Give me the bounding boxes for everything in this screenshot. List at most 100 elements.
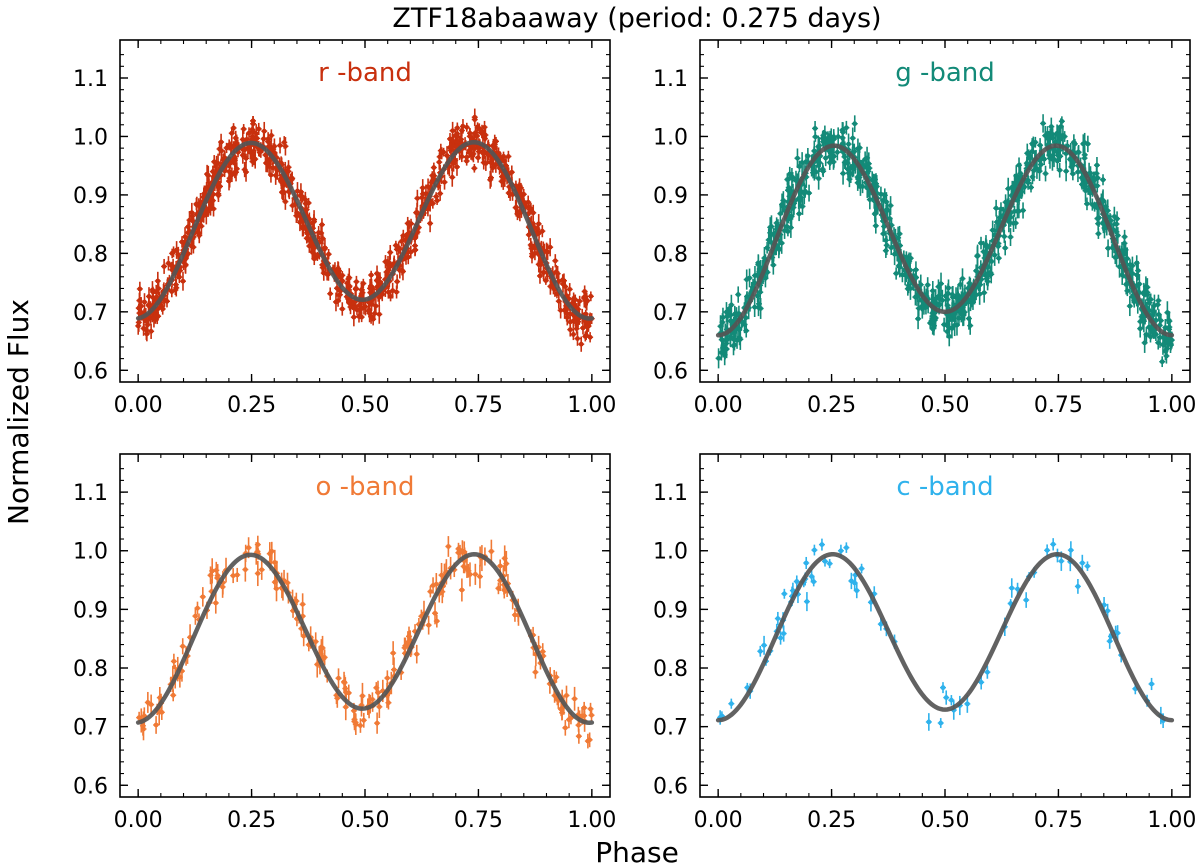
x-tick-label: 0.50 <box>921 393 970 418</box>
data-point <box>1044 544 1051 557</box>
data-point <box>339 302 346 316</box>
data-point <box>948 695 955 706</box>
y-tick-label: 1.1 <box>653 481 688 506</box>
data-point <box>730 328 737 351</box>
data-point <box>249 116 256 126</box>
data-point <box>335 668 342 689</box>
data-point <box>719 307 726 328</box>
data-point <box>715 348 722 369</box>
data-point <box>743 269 750 290</box>
data-point <box>1095 228 1102 239</box>
data-point <box>883 192 890 212</box>
data-point <box>1152 327 1159 339</box>
data-point <box>449 167 456 187</box>
data-point <box>429 198 436 209</box>
data-point <box>540 266 547 280</box>
panels: 0.00 0.25 0.50 0.75 1.00 0.6 0.7 0.8 0.9 1.0 1.1 r … <box>73 39 1196 833</box>
data-point <box>1099 216 1106 231</box>
data-point <box>318 218 325 232</box>
data-point <box>731 305 738 323</box>
data-point <box>907 252 914 264</box>
data-point <box>270 143 277 156</box>
data-point <box>811 544 818 556</box>
data-point <box>1056 162 1063 178</box>
data-point <box>432 602 439 625</box>
data-point <box>978 236 985 250</box>
data-point <box>1127 259 1134 271</box>
data-point <box>463 558 470 578</box>
data-point <box>192 607 199 625</box>
data-point <box>376 304 383 324</box>
data-point <box>1008 578 1015 598</box>
data-points <box>715 114 1175 369</box>
data-point <box>438 147 445 160</box>
data-point <box>513 197 520 217</box>
data-point <box>877 186 884 202</box>
x-tick-label: 0.50 <box>921 808 970 833</box>
data-point <box>297 183 304 201</box>
data-point <box>939 682 946 694</box>
data-points <box>135 108 595 352</box>
data-point <box>574 331 581 346</box>
x-tick-label: 0.50 <box>341 808 390 833</box>
y-tick-label: 0.8 <box>653 657 688 682</box>
data-point <box>204 164 211 184</box>
data-point <box>189 211 196 222</box>
data-point <box>735 286 742 303</box>
data-point <box>305 197 312 208</box>
panel-2: 0.00 0.25 0.50 0.75 1.00 0.6 0.7 0.8 0.9 1.0 1.1 g … <box>653 39 1196 418</box>
data-point <box>1012 217 1019 229</box>
x-tick-label: 0.00 <box>694 393 743 418</box>
data-point <box>265 133 272 144</box>
y-tick-label: 0.9 <box>653 598 688 623</box>
y-tick-label: 1.1 <box>73 481 108 506</box>
data-point <box>254 560 261 587</box>
y-tick-label: 0.8 <box>73 242 108 267</box>
data-point <box>796 206 803 222</box>
data-point <box>193 197 200 210</box>
x-tick-label: 0.00 <box>114 393 163 418</box>
data-point <box>1159 356 1166 368</box>
data-point <box>413 644 420 664</box>
x-tick-label: 1.00 <box>567 393 616 418</box>
data-point <box>433 192 440 201</box>
data-point <box>777 631 784 645</box>
band-label: r -band <box>318 58 412 88</box>
data-point <box>143 326 150 342</box>
data-point <box>1137 314 1144 329</box>
plot-frame <box>119 453 611 798</box>
data-point <box>261 121 268 141</box>
data-point <box>843 120 850 135</box>
data-point <box>915 300 922 317</box>
data-point <box>368 270 375 280</box>
data-point <box>949 286 956 303</box>
x-tick-label: 0.00 <box>694 808 743 833</box>
data-point <box>258 559 265 580</box>
data-point <box>576 295 583 307</box>
y-tick-label: 0.7 <box>653 301 688 326</box>
data-point <box>526 204 533 215</box>
data-point <box>755 297 762 310</box>
data-point <box>536 268 543 284</box>
data-point <box>539 225 546 238</box>
data-point <box>583 330 590 340</box>
y-tick-label: 1.0 <box>653 125 688 150</box>
data-point <box>965 307 972 330</box>
data-point <box>481 131 488 146</box>
data-point <box>563 304 570 322</box>
data-point <box>226 139 233 151</box>
data-point <box>161 258 168 274</box>
data-point <box>973 264 980 278</box>
data-point <box>389 282 396 299</box>
data-point <box>1058 116 1065 127</box>
data-point <box>1142 276 1149 297</box>
data-point <box>588 709 595 721</box>
data-point <box>228 127 235 140</box>
data-point <box>165 256 172 271</box>
data-point <box>511 607 518 622</box>
data-point <box>272 166 279 185</box>
data-point <box>943 690 950 705</box>
data-point <box>1027 151 1034 165</box>
data-point <box>843 542 850 553</box>
data-point <box>148 323 155 339</box>
